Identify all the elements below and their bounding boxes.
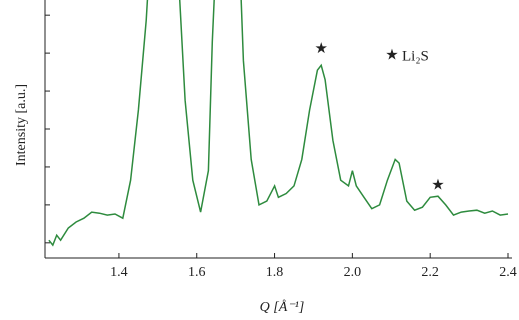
peak-marker: ★: [315, 41, 328, 57]
x-tick-label: 2.4: [499, 265, 517, 280]
data-line: [48, 0, 509, 247]
x-tick-label: 1.8: [266, 265, 284, 280]
x-tick-label: 2.2: [421, 265, 439, 280]
x-tick-label: 1.4: [110, 265, 128, 280]
legend-symbol: ★: [385, 47, 398, 63]
x-tick-label: 1.6: [188, 265, 206, 280]
x-tick-label: 2.0: [344, 265, 362, 280]
x-axis-label: Q [Å⁻¹]: [260, 299, 305, 315]
y-axis-label: Intensity [a.u.]: [14, 84, 29, 166]
legend-label: Li₂S: [402, 48, 429, 64]
peak-marker: ★: [431, 177, 444, 193]
